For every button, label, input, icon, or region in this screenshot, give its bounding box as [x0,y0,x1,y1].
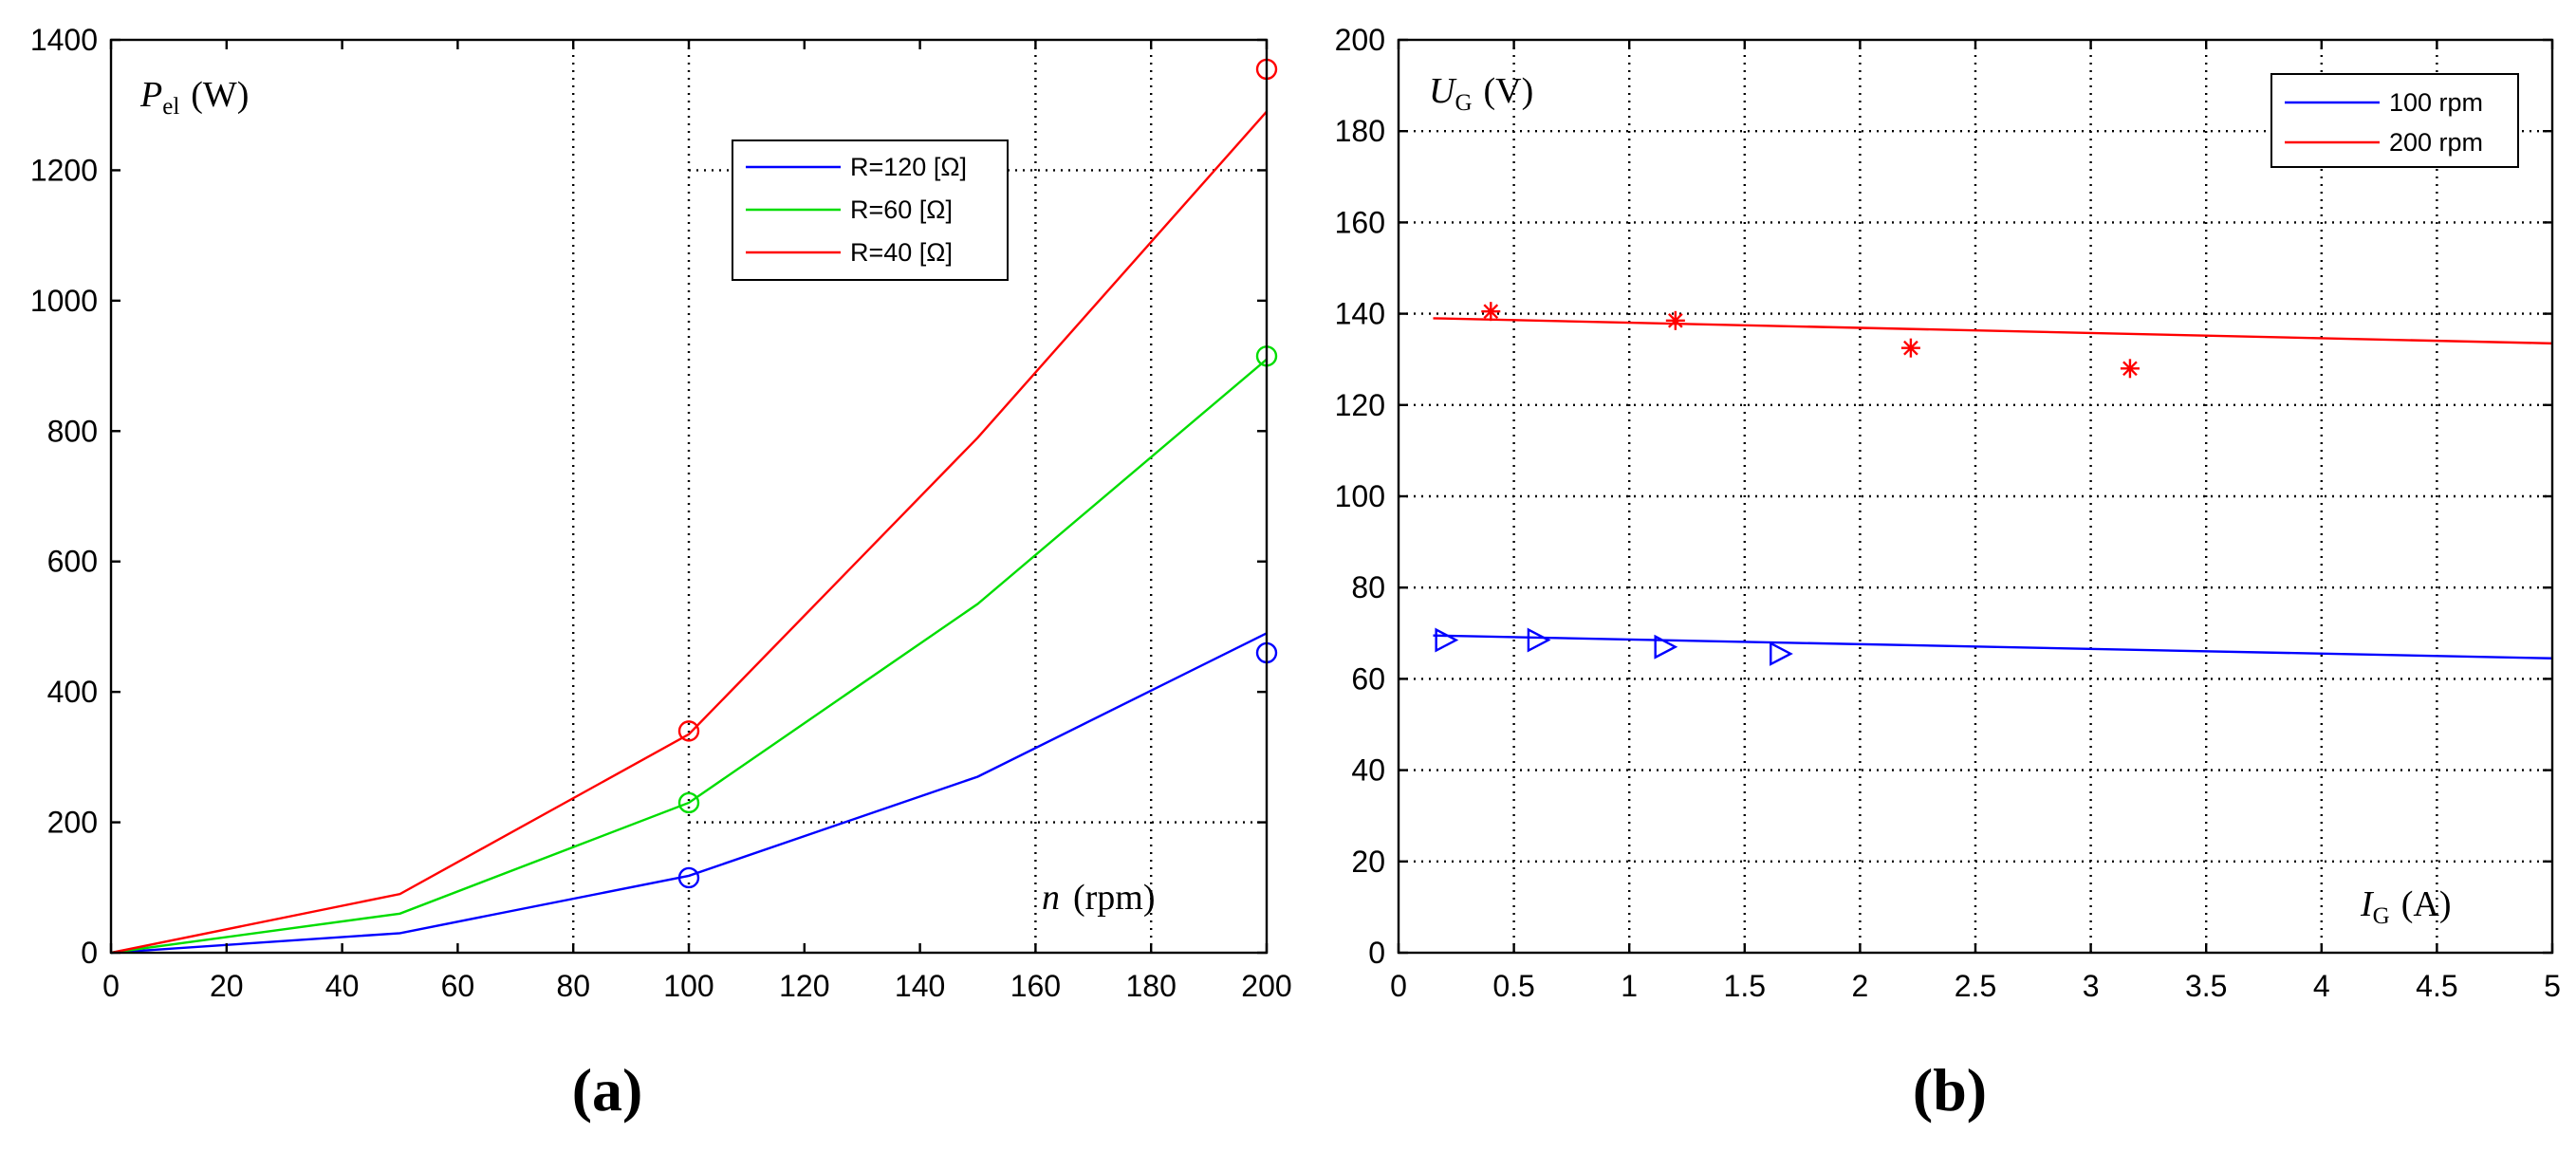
y-tick-label: 160 [1335,205,1385,239]
y-tick-label: 40 [1351,753,1385,788]
data-point [1665,310,1685,330]
legend-label: 200 rpm [2389,128,2483,157]
y-tick-label: 1000 [30,284,98,318]
series-line-2 [1433,317,2553,345]
x-tick-label: 160 [1010,969,1061,1003]
series-line-1 [1433,634,2553,660]
x-tick-label: 40 [325,969,360,1003]
chart-a-series [110,58,1278,955]
x-tick-label: 120 [779,969,829,1003]
y-tick-label: 180 [1335,114,1385,148]
chart-b-grid [1399,40,2552,953]
chart-b-ylabel: UG (V) [1429,71,1533,116]
chart-b-legend-box [2270,73,2519,168]
panel-a-label: (a) [572,1056,643,1124]
x-tick-label: 3.5 [2185,969,2227,1003]
x-tick-label: 60 [441,969,475,1003]
x-tick-label: 100 [663,969,713,1003]
legend-label: 100 rpm [2389,88,2483,117]
x-tick-label: 2.5 [1955,969,1996,1003]
chart-b: 0 0.5 1 1.5 2 2.5 3 3.5 4 4.5 5 0 20 40 60 80 100 120 140 1… [1335,23,2561,1124]
chart-a-ylabel: Pel (W) [139,75,249,120]
y-tick-label: 600 [47,545,98,579]
y-tick-label: 1400 [30,23,98,57]
series-line-1 [110,632,1268,955]
x-tick-label: 200 [1241,969,1291,1003]
chart-a-ticks: 0 20 40 60 80 100 120 140 160 180 200 0 200 400 600 800… [30,23,1292,1003]
y-tick-label: 400 [47,675,98,709]
series-line-2 [110,358,1268,955]
series-line-3 [110,110,1268,955]
legend-label: R=60 [Ω] [850,195,953,224]
chart-b-ticks: 0 0.5 1 1.5 2 2.5 3 3.5 4 4.5 5 0 20 40 60 80 100 120 140 1… [1335,23,2561,1003]
x-tick-label: 4 [2313,969,2330,1003]
y-tick-label: 200 [47,806,98,840]
x-tick-label: 5 [2544,969,2561,1003]
data-point [1770,641,1793,666]
x-tick-label: 0.5 [1492,969,1534,1003]
x-tick-label: 80 [556,969,590,1003]
chart-a: 0 20 40 60 80 100 120 140 160 180 200 0 200 400 600 800… [30,23,1292,1124]
legend-label: R=120 [Ω] [850,153,967,181]
x-tick-label: 3 [2083,969,2100,1003]
chart-a-legend: R=120 [Ω] R=60 [Ω] R=40 [Ω] [732,139,1009,281]
x-tick-label: 20 [210,969,244,1003]
panel-b-label: (b) [1913,1056,1987,1124]
data-point [677,866,700,889]
data-point [1900,338,1920,358]
data-point [2120,359,2140,379]
x-tick-label: 0 [102,969,120,1003]
data-point [1654,634,1678,660]
data-point [677,720,700,742]
x-tick-label: 4.5 [2416,969,2457,1003]
data-point [1481,302,1501,322]
legend-label: R=40 [Ω] [850,238,953,267]
y-tick-label: 1200 [30,153,98,187]
y-tick-label: 0 [81,936,98,970]
data-point [1435,627,1459,653]
x-tick-label: 180 [1126,969,1177,1003]
y-tick-label: 140 [1335,297,1385,331]
x-tick-label: 1 [1621,969,1638,1003]
chart-b-series [1433,302,2553,666]
chart-b-legend: 100 rpm 200 rpm [2270,73,2519,168]
y-tick-label: 200 [1335,23,1385,57]
y-tick-label: 120 [1335,388,1385,422]
data-point [677,791,700,814]
x-tick-label: 1.5 [1724,969,1766,1003]
x-tick-label: 140 [895,969,945,1003]
y-tick-label: 20 [1351,845,1385,879]
chart-a-xlabel: n (rpm) [1042,878,1156,918]
data-point [1527,627,1551,653]
x-tick-label: 0 [1390,969,1407,1003]
y-tick-label: 80 [1351,570,1385,604]
y-tick-label: 100 [1335,479,1385,513]
y-tick-label: 800 [47,414,98,448]
y-tick-label: 60 [1351,661,1385,696]
y-tick-label: 0 [1368,936,1385,970]
x-tick-label: 2 [1852,969,1869,1003]
chart-b-xlabel: IG (A) [2360,884,2451,929]
